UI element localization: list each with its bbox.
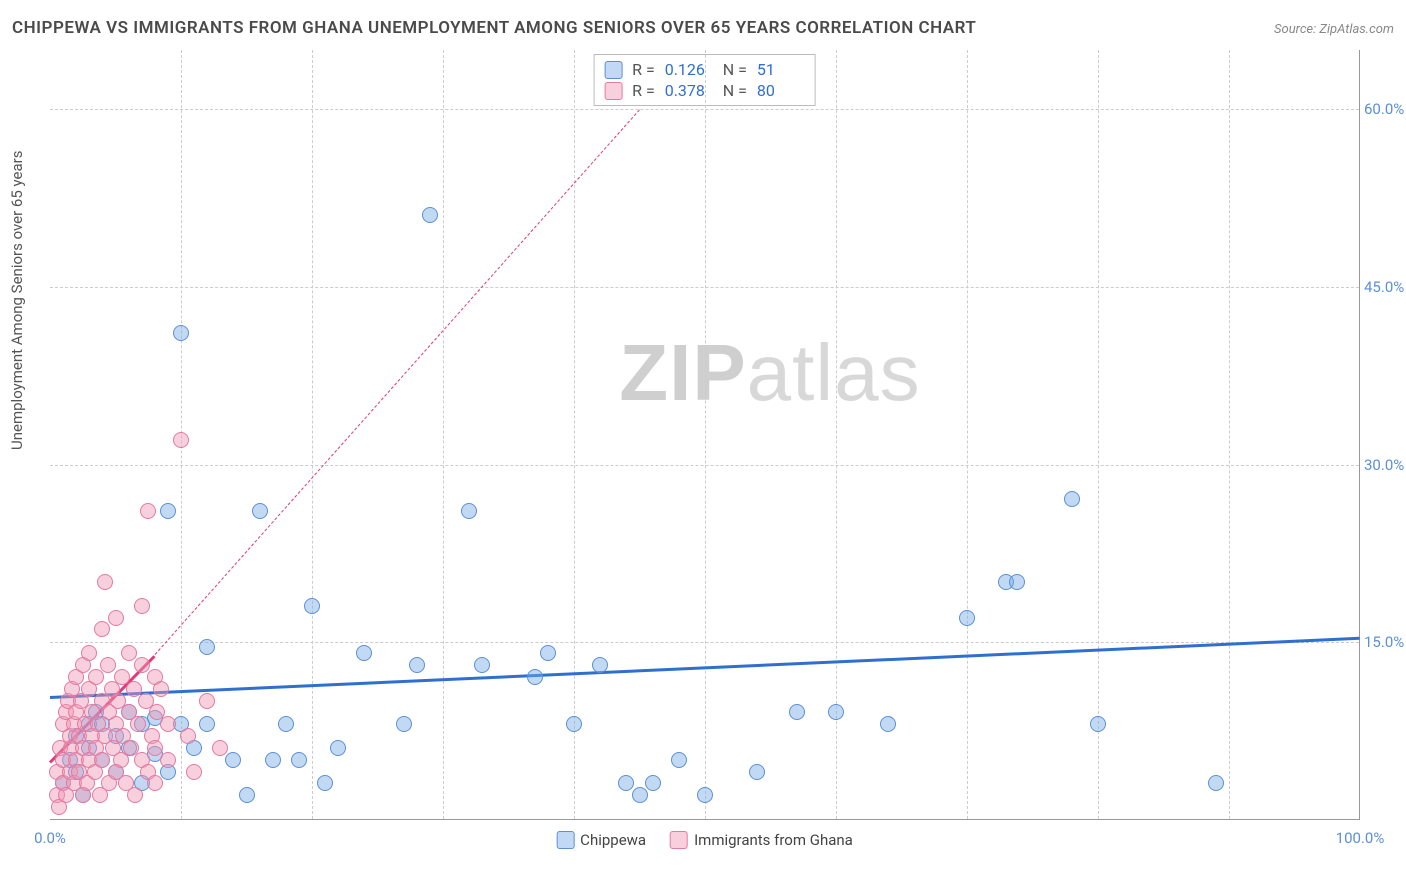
data-point — [1090, 716, 1106, 732]
data-point — [592, 657, 608, 673]
data-point — [265, 752, 281, 768]
data-point — [880, 716, 896, 732]
legend-item: Chippewa — [556, 831, 646, 849]
data-point — [127, 787, 143, 803]
scatter-plot: ZIPatlas R =0.126N =51R =0.378N =80 Chip… — [50, 50, 1360, 820]
legend-label: Immigrants from Ghana — [694, 831, 853, 849]
data-point — [540, 645, 556, 661]
data-point — [153, 681, 169, 697]
data-point — [632, 787, 648, 803]
data-point — [180, 728, 196, 744]
chart-title: CHIPPEWA VS IMMIGRANTS FROM GHANA UNEMPL… — [12, 18, 976, 38]
title-bar: CHIPPEWA VS IMMIGRANTS FROM GHANA UNEMPL… — [12, 18, 1394, 38]
data-point — [134, 657, 150, 673]
data-point — [697, 787, 713, 803]
gridline-vertical — [312, 50, 313, 819]
data-point — [291, 752, 307, 768]
stat-n-label: N = — [723, 81, 747, 100]
data-point — [239, 787, 255, 803]
stat-r-label: R = — [632, 60, 655, 79]
data-point — [212, 740, 228, 756]
data-point — [671, 752, 687, 768]
data-point — [160, 503, 176, 519]
watermark: ZIPatlas — [619, 327, 920, 419]
data-point — [97, 574, 113, 590]
gridline-vertical — [705, 50, 706, 819]
data-point — [252, 503, 268, 519]
data-point — [160, 716, 176, 732]
data-point — [317, 775, 333, 791]
gridline-vertical — [1098, 50, 1099, 819]
data-point — [409, 657, 425, 673]
y-axis-label: Unemployment Among Seniors over 65 years — [8, 151, 26, 450]
data-point — [160, 752, 176, 768]
series-swatch — [604, 61, 622, 79]
data-point — [422, 207, 438, 223]
data-point — [199, 639, 215, 655]
data-point — [100, 657, 116, 673]
data-point — [278, 716, 294, 732]
data-point — [94, 621, 110, 637]
data-point — [959, 610, 975, 626]
data-point — [1064, 491, 1080, 507]
gridline-vertical — [1229, 50, 1230, 819]
data-point — [618, 775, 634, 791]
data-point — [330, 740, 346, 756]
stat-r-label: R = — [632, 81, 655, 100]
data-point — [749, 764, 765, 780]
data-point — [566, 716, 582, 732]
gridline-vertical — [443, 50, 444, 819]
data-point — [356, 645, 372, 661]
data-point — [789, 704, 805, 720]
gridline-vertical — [967, 50, 968, 819]
data-point — [81, 645, 97, 661]
data-point — [645, 775, 661, 791]
data-point — [147, 740, 163, 756]
data-point — [474, 657, 490, 673]
data-point — [134, 598, 150, 614]
data-point — [121, 645, 137, 661]
y-tick-label: 30.0% — [1364, 456, 1406, 474]
data-point — [304, 598, 320, 614]
data-point — [130, 716, 146, 732]
series-swatch — [556, 831, 574, 849]
gridline-vertical — [574, 50, 575, 819]
stat-n-label: N = — [723, 60, 747, 79]
data-point — [140, 503, 156, 519]
y-tick-label: 60.0% — [1364, 100, 1406, 118]
data-point — [173, 432, 189, 448]
legend-item: Immigrants from Ghana — [670, 831, 853, 849]
data-point — [186, 764, 202, 780]
x-tick-label: 100.0% — [1336, 829, 1385, 847]
y-tick-label: 45.0% — [1364, 278, 1406, 296]
data-point — [108, 610, 124, 626]
data-point — [199, 693, 215, 709]
data-point — [527, 669, 543, 685]
data-point — [396, 716, 412, 732]
data-point — [828, 704, 844, 720]
data-point — [147, 775, 163, 791]
data-point — [173, 325, 189, 341]
source-attribution: Source: ZipAtlas.com — [1274, 22, 1394, 37]
series-swatch — [604, 82, 622, 100]
x-tick-label: 0.0% — [34, 829, 66, 847]
series-legend: Chippewa Immigrants from Ghana — [556, 831, 853, 849]
stat-n-value: 51 — [757, 60, 805, 79]
data-point — [88, 669, 104, 685]
stat-n-value: 80 — [757, 81, 805, 100]
data-point — [1208, 775, 1224, 791]
series-swatch — [670, 831, 688, 849]
data-point — [225, 752, 241, 768]
data-point — [199, 716, 215, 732]
trend-line — [154, 109, 639, 655]
legend-label: Chippewa — [580, 831, 646, 849]
data-point — [461, 503, 477, 519]
y-tick-label: 15.0% — [1364, 633, 1406, 651]
data-point — [1009, 574, 1025, 590]
